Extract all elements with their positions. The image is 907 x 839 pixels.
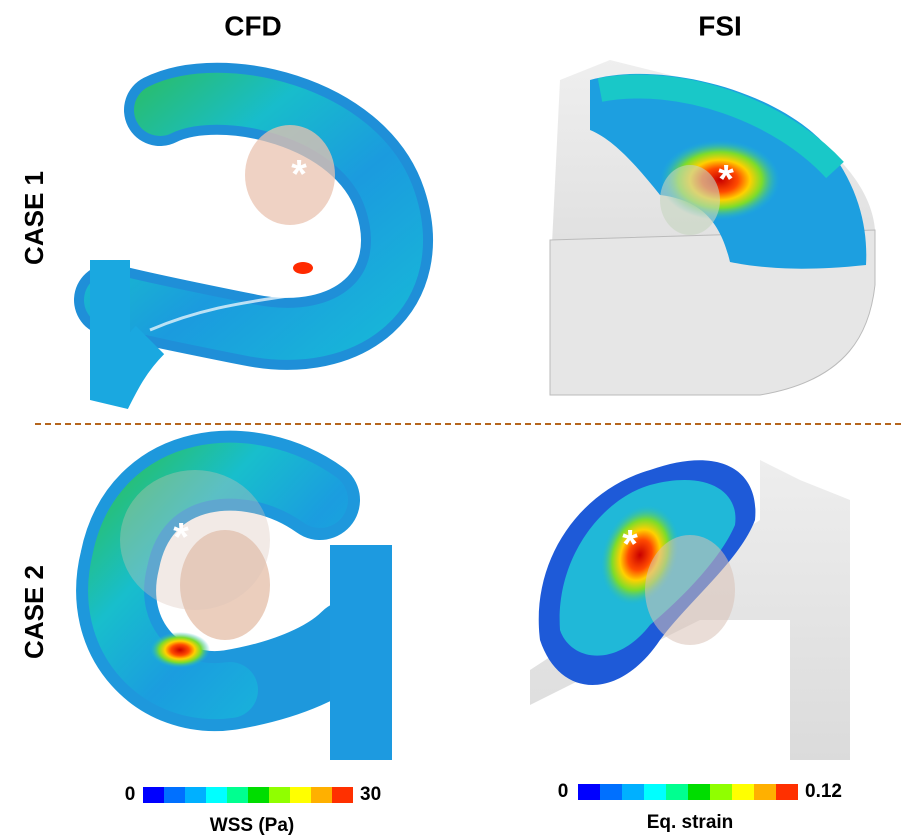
fsi-case2-render: [530, 460, 850, 760]
fsi-case1-render: [550, 60, 875, 395]
colorbar: [578, 784, 798, 800]
marker: *: [718, 158, 734, 202]
colorbar: [143, 787, 353, 803]
colorbar-min: 0: [558, 781, 569, 802]
column-title: FSI: [698, 10, 742, 41]
marker: *: [622, 523, 638, 567]
column-title: CFD: [224, 10, 282, 41]
colorbar-max: 30: [360, 784, 381, 805]
cfd-case2-render: [116, 470, 392, 760]
colorbar-label: WSS (Pa): [210, 815, 294, 836]
marker: *: [291, 153, 307, 197]
marker: *: [173, 516, 189, 560]
figure: CFD FSI CASE 1 CASE 2 * * *: [0, 0, 907, 839]
cfd-case1-render: [110, 99, 397, 400]
colorbar-min: 0: [125, 784, 136, 805]
colorbar-max: 0.12: [805, 781, 842, 802]
colorbar-label: Eq. strain: [647, 812, 734, 833]
row-label: CASE 1: [19, 171, 49, 265]
row-label: CASE 2: [19, 565, 49, 659]
